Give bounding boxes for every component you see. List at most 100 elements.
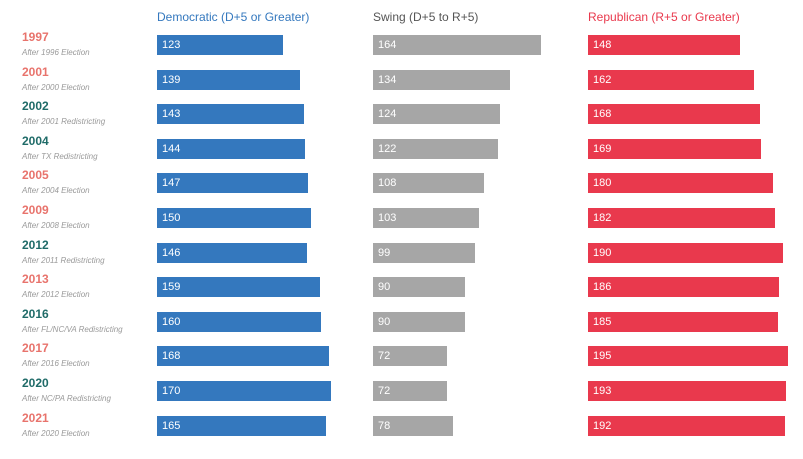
bar-value-label: 103 [378,212,397,224]
bar: 124 [373,104,500,125]
bar: 164 [373,35,541,55]
bar: 72 [373,381,447,401]
row-note: After 2008 Election [22,221,90,230]
row-year: 2020 [22,376,49,390]
bar-value-label: 148 [593,39,612,51]
row-note: After 2001 Redistricting [22,117,106,127]
bar-value-label: 192 [593,419,612,432]
bar: 90 [373,311,465,332]
bar: 99 [373,242,475,263]
bar: 147 [157,173,308,194]
bar: 78 [373,415,453,436]
row-label: 2020 After NC/PA Redistricting [22,376,162,404]
bar-value-label: 170 [162,385,181,397]
bar: 144 [157,138,305,159]
row-label: 2009 After 2008 Election [22,203,162,231]
bar: 134 [373,69,510,90]
bar: 165 [157,415,326,436]
bar: 72 [373,346,447,367]
bar: 108 [373,173,484,194]
row-label: 1997 After 1996 Election [22,30,162,58]
row-note: After 2016 Election [22,359,90,369]
bar: 170 [157,381,331,401]
bar-value-label: 122 [378,142,397,155]
bar-value-label: 143 [162,108,181,121]
bar-value-label: 134 [378,73,397,86]
bar-value-label: 123 [162,39,181,51]
row-note: After 2020 Election [22,428,90,438]
row-note: After 2000 Election [22,82,90,92]
bar-value-label: 168 [593,108,612,121]
row-label: 2004 After TX Redistricting [22,134,162,162]
bar: 146 [157,242,307,263]
row-year: 2004 [22,133,49,148]
bar: 168 [588,104,760,125]
series-header: Swing (D+5 to R+5) [373,10,479,24]
bar: 169 [588,138,761,159]
row-year: 2001 [22,64,49,79]
bar-value-label: 186 [593,281,612,294]
bar-value-label: 168 [162,350,181,363]
bar: 180 [588,173,773,194]
bar-value-label: 90 [378,281,391,294]
bar: 192 [588,415,785,436]
bar: 90 [373,277,465,298]
bar: 162 [588,69,754,90]
series-header: Republican (R+5 or Greater) [588,10,740,24]
row-note: After TX Redistricting [22,151,98,161]
row-year: 2021 [22,410,49,425]
row-year: 2005 [22,168,49,183]
bar-value-label: 144 [162,142,181,155]
bar-value-label: 190 [593,246,612,259]
row-label: 2016 After FL/NC/VA Redistricting [22,307,162,335]
bar-value-label: 180 [593,177,612,190]
row-year: 1997 [22,30,49,44]
bar-value-label: 139 [162,73,181,86]
bar: 185 [588,311,778,332]
row-note: After 2012 Election [22,290,90,300]
bar-value-label: 72 [378,385,391,397]
row-label: 2017 After 2016 Election [22,341,162,369]
bar-value-label: 72 [378,350,391,363]
bar: 182 [588,208,775,228]
bar-value-label: 165 [162,419,181,432]
bar: 159 [157,277,320,298]
bar: 123 [157,35,283,55]
bar-value-label: 99 [378,246,391,259]
row-year: 2017 [22,341,49,356]
bar-value-label: 169 [593,142,612,155]
row-note: After 2004 Election [22,186,90,196]
bar-value-label: 78 [378,419,391,432]
bar: 160 [157,311,321,332]
bar: 143 [157,104,304,125]
row-note: After FL/NC/VA Redistricting [22,324,123,334]
bar-value-label: 90 [378,315,391,328]
bar-value-label: 146 [162,246,181,259]
bar-value-label: 195 [593,350,612,363]
bar-value-label: 159 [162,281,181,294]
row-label: 2002 After 2001 Redistricting [22,99,162,127]
bar: 103 [373,208,479,228]
bar-value-label: 108 [378,177,397,190]
bar-value-label: 182 [593,212,612,224]
bar-value-label: 162 [593,73,612,86]
bar-value-label: 193 [593,385,612,397]
row-year: 2002 [22,99,49,114]
row-year: 2009 [22,203,49,217]
bar: 195 [588,346,788,367]
bar-value-label: 164 [378,39,397,51]
row-note: After 1996 Election [22,48,90,57]
row-year: 2016 [22,306,49,321]
row-year: 2012 [22,237,49,252]
bar: 148 [588,35,740,55]
bar-value-label: 160 [162,315,181,328]
row-label: 2013 After 2012 Election [22,272,162,300]
bar: 139 [157,69,300,90]
bar-value-label: 150 [162,212,181,224]
row-label: 2005 After 2004 Election [22,168,162,196]
row-year: 2013 [22,272,49,287]
row-label: 2012 After 2011 Redistricting [22,238,162,266]
bar: 193 [588,381,786,401]
row-note: After NC/PA Redistricting [22,394,111,403]
